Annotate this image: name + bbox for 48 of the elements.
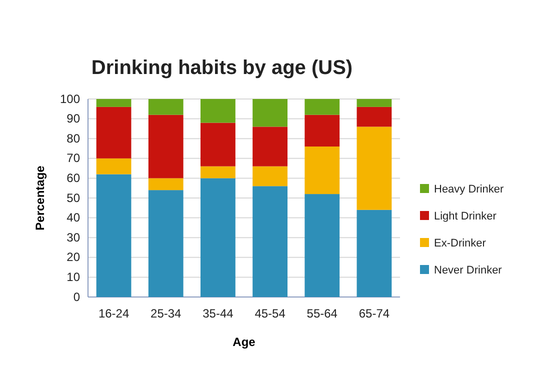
bar	[200, 122, 236, 166]
legend-label: Heavy Drinker	[434, 184, 504, 196]
bar	[252, 99, 288, 127]
bar	[304, 99, 340, 115]
bar	[252, 166, 288, 186]
bar	[96, 99, 132, 107]
x-tick-label: 25-34	[150, 306, 182, 321]
bar	[356, 210, 392, 297]
x-tick-label: 65-74	[358, 306, 390, 321]
bar	[148, 114, 184, 178]
bar	[356, 106, 392, 127]
bar	[148, 99, 184, 115]
x-axis-title: Age	[232, 335, 256, 349]
bar	[96, 174, 132, 297]
bar	[304, 146, 340, 194]
bar	[148, 178, 184, 190]
legend-label: Never Drinker	[434, 264, 502, 276]
bar	[96, 158, 132, 174]
bar	[96, 106, 132, 158]
x-tick-label: 35-44	[202, 306, 234, 321]
y-tick-label: 40	[66, 210, 80, 225]
bar	[148, 190, 184, 297]
bar	[200, 99, 236, 123]
legend-label: Light Drinker	[434, 210, 497, 222]
x-tick-label: 16-24	[98, 306, 130, 321]
bar	[252, 126, 288, 166]
y-tick-label: 80	[66, 131, 80, 146]
x-tick-label: 55-64	[306, 306, 338, 321]
bar	[356, 99, 392, 107]
bar	[252, 186, 288, 297]
x-tick-label: 45-54	[254, 306, 286, 321]
y-tick-label: 30	[66, 230, 80, 244]
y-axis-title: Percentage	[33, 165, 47, 230]
y-tick-label: 70	[66, 151, 80, 166]
y-tick-label: 60	[66, 171, 80, 186]
legend-label: Ex-Drinker	[434, 238, 486, 250]
bar	[200, 178, 236, 297]
y-tick-label: 20	[66, 250, 80, 264]
y-tick-label: 10	[66, 270, 80, 284]
bar	[304, 194, 340, 297]
bar	[356, 126, 392, 210]
y-tick-label: 0	[73, 290, 80, 304]
bar	[200, 166, 236, 178]
bar	[304, 114, 340, 147]
chart-title: Drinking habits by age (US)	[91, 57, 353, 79]
y-tick-label: 50	[66, 190, 80, 205]
y-tick-label: 100	[60, 92, 80, 106]
y-tick-label: 90	[66, 112, 80, 126]
